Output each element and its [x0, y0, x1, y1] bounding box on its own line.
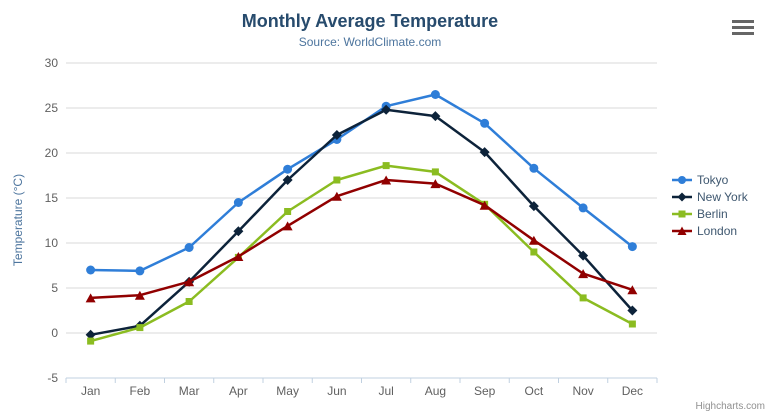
- data-point-new-york-dec[interactable]: [627, 305, 638, 316]
- series-line-tokyo: [89, 93, 634, 273]
- data-point-tokyo-nov[interactable]: [578, 203, 588, 213]
- highcharts-credit-link[interactable]: Highcharts.com: [695, 401, 765, 412]
- data-point-london-jun[interactable]: [331, 191, 342, 201]
- legend-item-new-york[interactable]: New York: [672, 189, 748, 204]
- data-point-new-york-oct[interactable]: [528, 201, 539, 212]
- data-point-new-york-sep[interactable]: [479, 147, 490, 158]
- data-point-london-mar[interactable]: [184, 277, 195, 287]
- data-point-london-apr[interactable]: [233, 252, 244, 261]
- y-axis-label: 15: [45, 191, 59, 205]
- data-point-berlin-jun[interactable]: [333, 176, 341, 184]
- x-axis-label: Feb: [130, 384, 151, 398]
- hamburger-icon: [732, 20, 754, 23]
- x-axis-label: Oct: [525, 384, 544, 398]
- data-point-berlin-dec[interactable]: [628, 320, 636, 328]
- data-point-berlin-nov[interactable]: [579, 294, 587, 302]
- data-point-tokyo-oct[interactable]: [529, 163, 539, 173]
- data-point-tokyo-feb[interactable]: [135, 266, 145, 276]
- legend-label: Berlin: [697, 206, 728, 221]
- data-point-london-dec[interactable]: [627, 285, 638, 295]
- data-point-london-sep[interactable]: [479, 200, 490, 210]
- data-point-berlin-may[interactable]: [284, 208, 292, 215]
- x-axis-label: Apr: [229, 384, 248, 398]
- data-point-tokyo-aug[interactable]: [430, 90, 440, 99]
- legend-label: London: [697, 223, 738, 238]
- x-axis-label: Dec: [622, 384, 643, 398]
- data-point-tokyo-jan[interactable]: [86, 265, 96, 275]
- y-axis-label: 25: [45, 101, 59, 115]
- triangle-marker-icon: [672, 226, 692, 235]
- square-marker-icon: [672, 210, 692, 217]
- data-point-london-jul[interactable]: [381, 175, 392, 185]
- legend-item-tokyo[interactable]: Tokyo: [672, 172, 748, 187]
- x-axis-label: Aug: [425, 384, 446, 398]
- data-point-tokyo-mar[interactable]: [184, 243, 194, 252]
- data-point-new-york-nov[interactable]: [578, 250, 589, 261]
- data-point-new-york-jan[interactable]: [85, 329, 96, 340]
- y-axis-label: 30: [45, 56, 59, 70]
- series-line-new-york: [89, 108, 634, 337]
- data-point-london-aug[interactable]: [430, 179, 441, 189]
- legend-item-london[interactable]: London: [672, 223, 748, 238]
- data-point-berlin-feb[interactable]: [136, 324, 144, 332]
- series-line-london: [89, 178, 634, 300]
- x-axis-label: Sep: [474, 384, 496, 398]
- data-point-london-may[interactable]: [282, 221, 293, 231]
- legend-label: Tokyo: [697, 172, 729, 187]
- data-point-tokyo-apr[interactable]: [233, 198, 243, 207]
- y-axis-label: 10: [45, 236, 59, 250]
- x-axis-label: Nov: [572, 384, 593, 398]
- x-axis-label: Jan: [81, 384, 100, 398]
- data-point-tokyo-sep[interactable]: [480, 118, 490, 128]
- data-point-new-york-aug[interactable]: [430, 111, 441, 122]
- data-point-london-jan[interactable]: [85, 293, 96, 303]
- data-point-new-york-jun[interactable]: [331, 130, 342, 140]
- chart-subtitle: Source: WorldClimate.com: [298, 35, 442, 49]
- data-point-new-york-may[interactable]: [282, 175, 293, 185]
- y-axis-label: -5: [47, 371, 58, 385]
- data-point-berlin-oct[interactable]: [530, 248, 538, 256]
- diamond-marker-icon: [672, 192, 692, 201]
- x-axis-label: Jul: [378, 384, 393, 398]
- data-point-new-york-apr[interactable]: [233, 226, 244, 237]
- circle-marker-icon: [672, 175, 692, 184]
- legend: Tokyo New York Berlin London: [672, 172, 748, 238]
- data-point-berlin-jan[interactable]: [87, 337, 95, 345]
- data-point-berlin-mar[interactable]: [185, 298, 193, 305]
- chart-title: Monthly Average Temperature: [241, 11, 499, 31]
- data-point-new-york-jul[interactable]: [381, 104, 392, 115]
- data-point-london-feb[interactable]: [134, 290, 145, 300]
- data-point-tokyo-dec[interactable]: [627, 242, 637, 252]
- data-point-london-oct[interactable]: [528, 235, 539, 245]
- y-axis-label: 0: [51, 326, 58, 340]
- series-line-berlin: [89, 164, 634, 343]
- data-point-berlin-jul[interactable]: [382, 162, 390, 170]
- legend-label: New York: [697, 189, 748, 204]
- x-axis-label: Jun: [327, 384, 346, 398]
- data-point-london-nov[interactable]: [578, 269, 589, 279]
- y-axis-label: 20: [45, 146, 59, 160]
- data-point-tokyo-may[interactable]: [283, 164, 293, 174]
- y-axis-label: 5: [51, 281, 58, 295]
- export-menu-button[interactable]: [732, 20, 754, 35]
- data-point-berlin-aug[interactable]: [431, 168, 439, 176]
- x-axis-label: Mar: [179, 384, 200, 398]
- legend-item-berlin[interactable]: Berlin: [672, 206, 748, 221]
- x-axis-label: May: [276, 384, 299, 398]
